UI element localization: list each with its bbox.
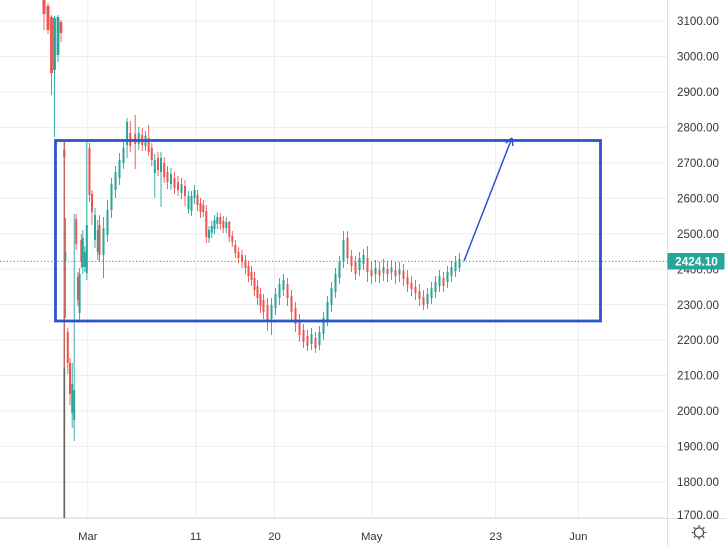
svg-text:2424.10: 2424.10 bbox=[675, 254, 718, 268]
svg-text:1800.00: 1800.00 bbox=[677, 476, 719, 489]
svg-text:3000.00: 3000.00 bbox=[677, 51, 719, 64]
svg-text:2900.00: 2900.00 bbox=[677, 86, 719, 99]
svg-text:Jun: Jun bbox=[569, 531, 587, 543]
svg-text:23: 23 bbox=[489, 531, 502, 543]
svg-text:2500.00: 2500.00 bbox=[677, 228, 719, 241]
svg-text:2700.00: 2700.00 bbox=[677, 157, 719, 170]
svg-text:2100.00: 2100.00 bbox=[677, 370, 719, 383]
svg-text:1900.00: 1900.00 bbox=[677, 441, 719, 454]
svg-text:2800.00: 2800.00 bbox=[677, 122, 719, 135]
svg-text:11: 11 bbox=[190, 531, 202, 543]
svg-text:May: May bbox=[361, 531, 383, 543]
svg-text:3100.00: 3100.00 bbox=[677, 15, 719, 28]
svg-text:1700.00: 1700.00 bbox=[677, 509, 719, 522]
svg-text:2300.00: 2300.00 bbox=[677, 299, 719, 312]
svg-text:20: 20 bbox=[268, 531, 281, 543]
svg-text:Mar: Mar bbox=[78, 531, 98, 543]
svg-text:2600.00: 2600.00 bbox=[677, 192, 719, 205]
svg-text:2200.00: 2200.00 bbox=[677, 334, 719, 347]
svg-text:2000.00: 2000.00 bbox=[677, 405, 719, 418]
